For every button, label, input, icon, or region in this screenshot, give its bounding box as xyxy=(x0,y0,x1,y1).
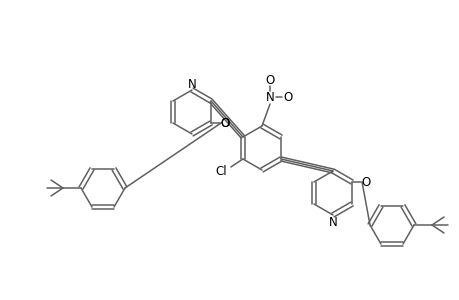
Text: O: O xyxy=(283,91,292,103)
Text: O: O xyxy=(361,176,370,188)
Text: N: N xyxy=(265,91,274,103)
Text: N: N xyxy=(187,77,196,91)
Text: O: O xyxy=(265,74,274,86)
Text: Cl: Cl xyxy=(215,164,226,178)
Text: O: O xyxy=(220,116,229,130)
Text: N: N xyxy=(328,215,336,229)
Text: O: O xyxy=(220,116,229,130)
